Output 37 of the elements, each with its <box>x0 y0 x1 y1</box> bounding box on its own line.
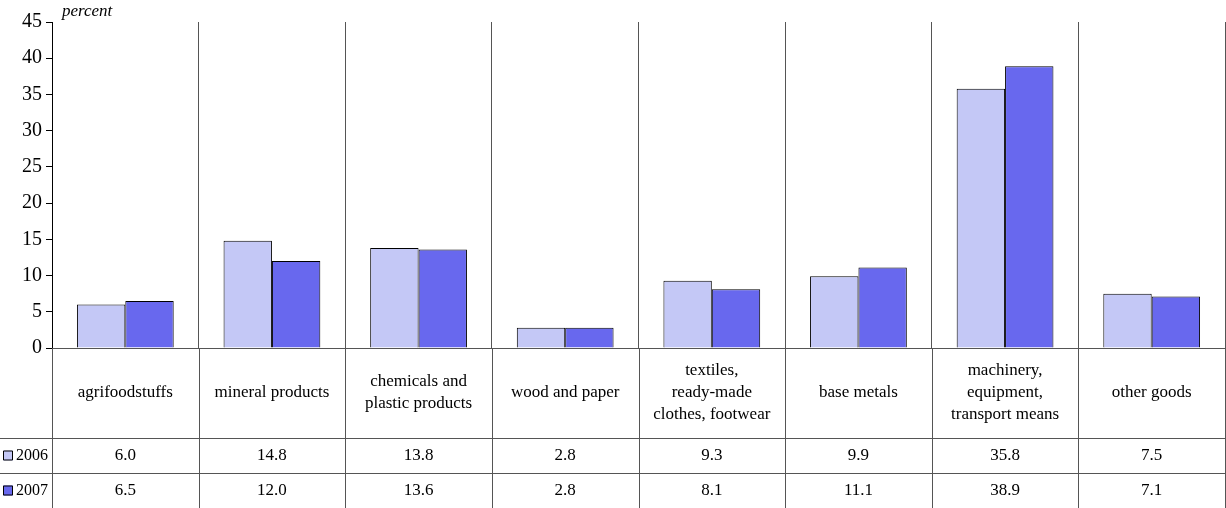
data-label: 35.8 <box>990 444 1020 464</box>
y-tick-label: 30 <box>22 117 42 140</box>
y-tick-label: 15 <box>22 226 42 249</box>
x-tick-label: base metals <box>819 382 898 402</box>
x-tick-label: agrifoodstuffs <box>77 382 173 402</box>
x-tick-label: chemicals and plastic products <box>364 371 473 413</box>
data-label: 14.8 <box>257 444 287 464</box>
y-tick-label: 35 <box>22 81 42 104</box>
x-tick-label: mineral products <box>214 382 330 402</box>
y-tick-label: 5 <box>32 299 42 322</box>
data-label: 7.1 <box>1141 479 1163 499</box>
legend-label: 2006 <box>16 445 48 463</box>
data-label: 2.8 <box>554 444 576 464</box>
y-tick-label: 20 <box>22 190 42 213</box>
y-tick-label: 40 <box>22 45 42 68</box>
data-label: 8.1 <box>701 479 723 499</box>
data-label: 9.9 <box>847 444 870 464</box>
y-tick-label: 45 <box>22 9 42 32</box>
data-label: 12.0 <box>257 479 287 499</box>
data-label: 6.5 <box>114 479 136 499</box>
data-label: 11.1 <box>843 479 873 499</box>
data-label: 9.3 <box>701 444 723 464</box>
legend-label: 2007 <box>16 480 48 498</box>
y-tick-label: 0 <box>32 335 42 358</box>
data-label: 7.5 <box>1141 444 1163 464</box>
x-tick-label: wood and paper <box>510 382 620 402</box>
data-label: 13.6 <box>403 479 434 499</box>
x-tick-label: textiles, ready-made clothes, footwear <box>653 360 771 424</box>
y-axis-title: percent <box>61 0 114 20</box>
y-tick-label: 10 <box>22 262 42 285</box>
y-tick-label: 25 <box>22 154 42 177</box>
data-label: 13.8 <box>403 444 434 464</box>
x-tick-label: other goods <box>1111 382 1192 402</box>
data-label: 6.0 <box>114 444 136 464</box>
x-tick-label: machinery, equipment, transport means <box>951 360 1060 424</box>
data-label: 2.8 <box>554 479 576 499</box>
data-label: 38.9 <box>990 479 1020 499</box>
